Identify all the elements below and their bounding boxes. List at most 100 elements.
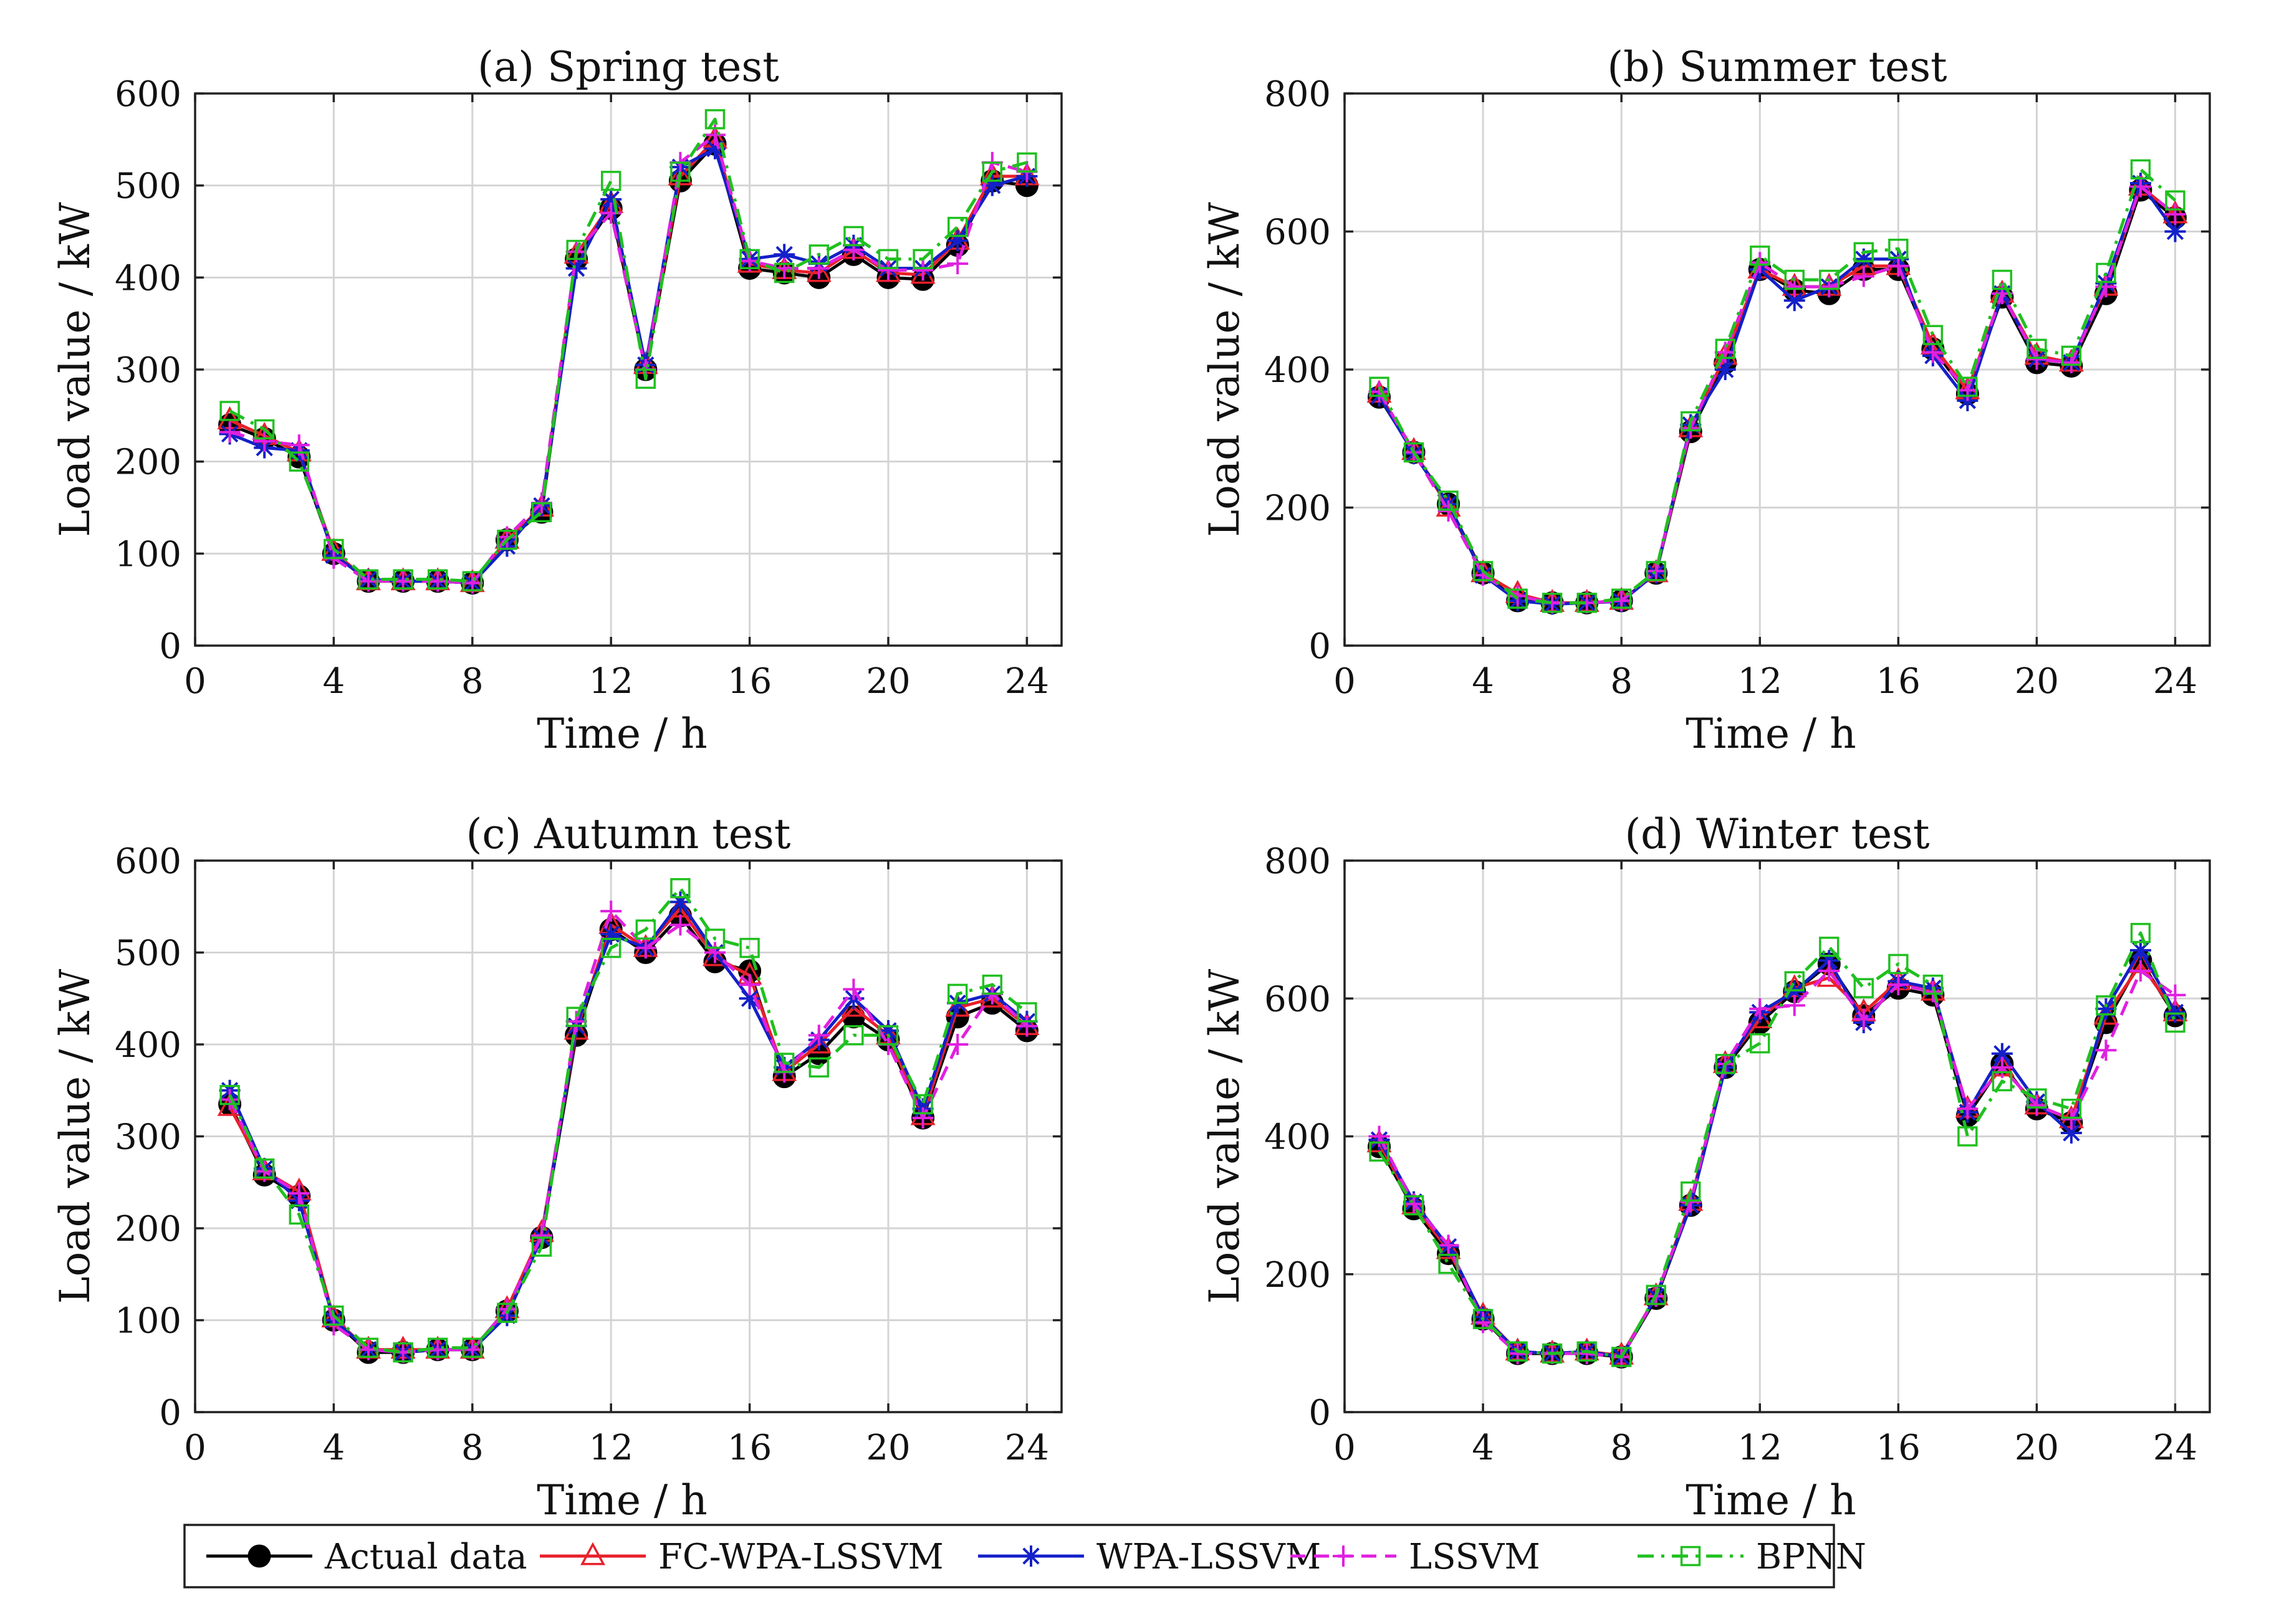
data-point bbox=[635, 937, 656, 959]
data-point bbox=[1576, 593, 1597, 613]
data-point bbox=[1017, 152, 1037, 173]
x-tick-label: 24 bbox=[1005, 1428, 1049, 1468]
y-tick-label: 500 bbox=[115, 934, 181, 974]
x-tick-label: 8 bbox=[461, 661, 484, 702]
data-point bbox=[2026, 348, 2048, 370]
plot-frame bbox=[194, 92, 1063, 647]
y-tick-label: 200 bbox=[115, 1209, 181, 1249]
data-point bbox=[428, 569, 448, 590]
x-tick-label: 8 bbox=[1610, 1428, 1633, 1468]
x-tick-label: 8 bbox=[1610, 661, 1633, 702]
data-point bbox=[324, 538, 344, 560]
x-tick-label: 12 bbox=[1738, 1428, 1782, 1468]
y-tick-label: 400 bbox=[115, 1025, 181, 1066]
data-point bbox=[2026, 1094, 2048, 1116]
y-tick-label: 400 bbox=[115, 258, 181, 299]
y-tick-label: 200 bbox=[115, 442, 181, 483]
plot-frame bbox=[1343, 859, 2211, 1413]
y-tick-label: 0 bbox=[159, 1393, 181, 1433]
data-point bbox=[1369, 1141, 1389, 1162]
y-tick-label: 100 bbox=[115, 1301, 181, 1342]
data-point bbox=[219, 421, 241, 443]
data-point bbox=[1783, 981, 1805, 1003]
data-point bbox=[1783, 995, 1805, 1016]
data-point bbox=[739, 988, 760, 1010]
legend-item: LSSVM bbox=[1290, 1537, 1540, 1577]
data-point bbox=[843, 978, 865, 1000]
data-point bbox=[1749, 998, 1771, 1020]
data-point bbox=[1783, 290, 1805, 312]
data-point bbox=[878, 1025, 899, 1046]
series-line bbox=[228, 886, 1028, 1354]
data-point bbox=[1437, 1235, 1459, 1256]
data-point bbox=[1576, 1341, 1597, 1362]
x-tick-label: 4 bbox=[323, 661, 345, 702]
series-group bbox=[1369, 159, 2185, 613]
y-tick-label: 400 bbox=[1264, 350, 1331, 391]
data-point bbox=[531, 502, 552, 523]
legend-marker bbox=[1333, 1545, 1354, 1567]
data-point bbox=[1957, 1098, 1979, 1120]
data-point bbox=[1888, 974, 1909, 996]
legend-item: BPNN bbox=[1638, 1537, 1866, 1577]
y-tick-label: 100 bbox=[115, 534, 181, 575]
x-axis-label: Time / h bbox=[537, 1476, 707, 1524]
chart-title: (b) Summer test bbox=[1607, 43, 1947, 91]
y-tick-label: 0 bbox=[159, 626, 181, 667]
data-point bbox=[601, 937, 621, 958]
data-point bbox=[531, 1236, 552, 1257]
data-point bbox=[1750, 1033, 1770, 1054]
data-point bbox=[806, 259, 832, 282]
x-axis-label: Time / h bbox=[1686, 1476, 1856, 1524]
data-point bbox=[289, 1204, 310, 1225]
data-point bbox=[1957, 1126, 1978, 1147]
data-point bbox=[1922, 974, 1944, 995]
x-tick-label: 16 bbox=[727, 661, 772, 702]
x-tick-label: 20 bbox=[866, 1428, 910, 1468]
data-point bbox=[878, 249, 899, 270]
data-point bbox=[219, 1089, 241, 1111]
data-point bbox=[1507, 588, 1528, 609]
data-point bbox=[1784, 971, 1805, 991]
data-point bbox=[808, 1025, 830, 1046]
data-point bbox=[2060, 1108, 2082, 1130]
series-group bbox=[219, 109, 1037, 591]
data-point bbox=[1542, 593, 1563, 613]
data-point bbox=[1681, 1181, 1701, 1202]
data-point bbox=[808, 1057, 829, 1078]
series-line bbox=[229, 117, 1028, 583]
chart-panel: 0 4 8 12 16 20 24 0 100 200 300 400 500 600 (a) Spring… bbox=[51, 43, 1063, 758]
data-point bbox=[1991, 1056, 2013, 1078]
data-point bbox=[947, 216, 968, 237]
data-point bbox=[2164, 203, 2186, 225]
data-point bbox=[288, 1182, 310, 1204]
x-tick-label: 0 bbox=[1333, 1428, 1356, 1468]
data-point bbox=[1436, 1236, 1461, 1259]
data-point bbox=[566, 1006, 587, 1027]
data-point bbox=[2165, 1012, 2185, 1033]
data-point bbox=[1403, 1195, 1424, 1216]
y-tick-label: 800 bbox=[1264, 74, 1331, 115]
series-group bbox=[219, 878, 1037, 1363]
chart-panel: 0 4 8 12 16 20 24 0 200 400 600 800 (d) Winter test T… bbox=[1201, 810, 2211, 1524]
data-point bbox=[913, 1094, 933, 1115]
data-point bbox=[1819, 937, 1840, 957]
data-point bbox=[1472, 1312, 1494, 1334]
y-tick-label: 600 bbox=[1264, 213, 1331, 253]
data-point bbox=[1991, 1043, 2013, 1064]
data-point bbox=[2061, 1099, 2082, 1119]
legend-marker bbox=[1680, 1545, 1701, 1567]
x-tick-label: 16 bbox=[727, 1428, 772, 1468]
legend-item: WPA-LSSVM bbox=[978, 1537, 1321, 1577]
data-point bbox=[1957, 376, 1978, 397]
data-point bbox=[1403, 442, 1424, 463]
y-tick-label: 800 bbox=[1264, 841, 1331, 882]
x-tick-label: 0 bbox=[1333, 661, 1356, 702]
data-point bbox=[843, 239, 865, 261]
data-point bbox=[2027, 1088, 2047, 1109]
data-point bbox=[1853, 248, 1874, 270]
data-point bbox=[668, 162, 693, 186]
data-point bbox=[669, 914, 691, 936]
data-point bbox=[497, 529, 517, 550]
data-point bbox=[1853, 978, 1874, 998]
